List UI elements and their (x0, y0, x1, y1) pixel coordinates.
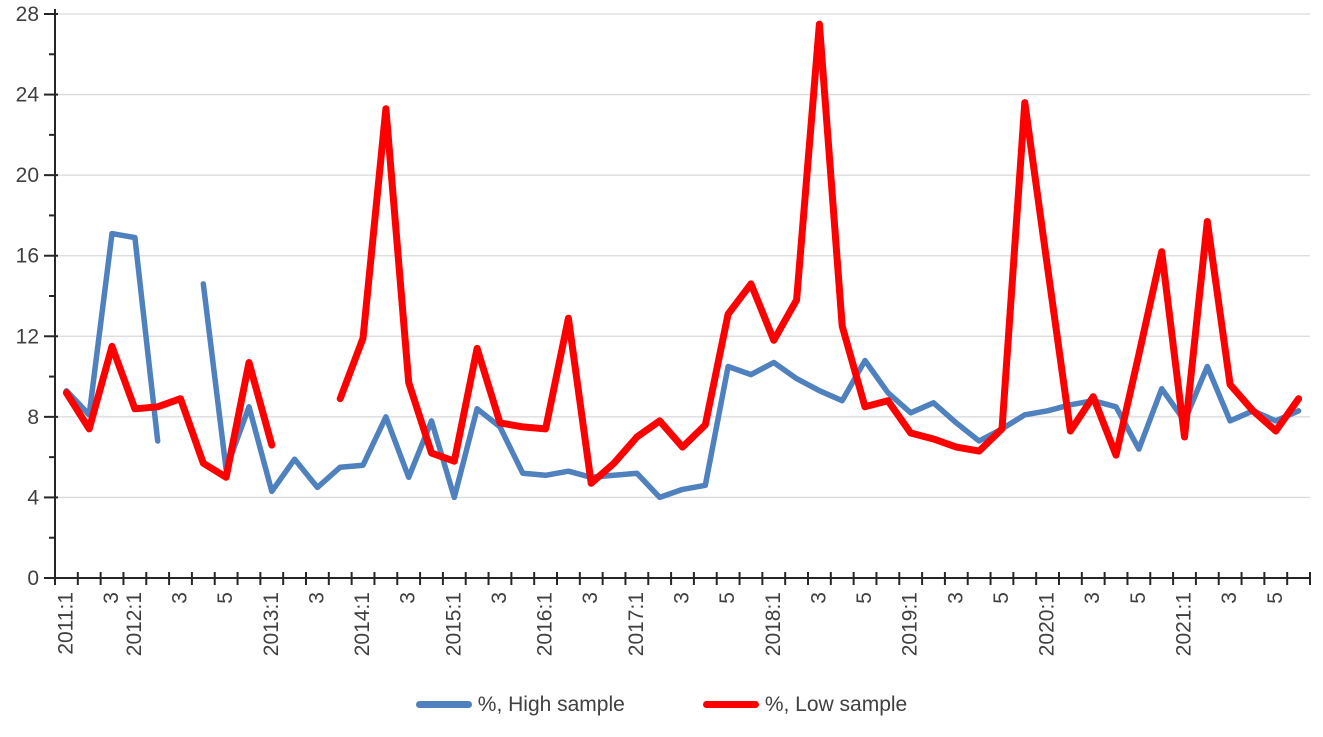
x-axis-tick-label: 3 (579, 592, 602, 604)
y-axis-tick-label: 8 (27, 406, 39, 429)
legend-label-low-sample: %, Low sample (764, 693, 908, 716)
x-axis-tick-label: 3 (100, 592, 123, 604)
x-axis-tick-label: 5 (1264, 592, 1287, 604)
y-axis-tick-label: 12 (16, 325, 39, 348)
x-axis-tick-label: 2016:1 (534, 592, 557, 656)
x-axis-tick-label: 3 (807, 592, 830, 604)
x-axis-tick-label: 3 (305, 592, 328, 604)
x-axis-tick-label: 2015:1 (442, 592, 465, 656)
series-line-high-sample (63, 230, 1302, 501)
x-axis-tick-label: 3 (1081, 592, 1104, 604)
legend-swatch-high-sample-icon (415, 701, 472, 708)
x-axis-tick-label: 2020:1 (1036, 592, 1059, 656)
x-axis-tick-label: 3 (944, 592, 967, 604)
x-axis-tick-label: 3 (671, 592, 694, 604)
x-axis-tick-label: 3 (397, 592, 420, 604)
y-axis-tick-label: 20 (16, 164, 39, 187)
y-axis-tick-label: 16 (16, 245, 39, 268)
x-axis-tick-label: 5 (716, 592, 739, 604)
x-axis-tick-label: 3 (488, 592, 511, 604)
y-axis-tick-label: 0 (27, 567, 39, 590)
legend-item-low-sample: %, Low sample (702, 693, 908, 716)
x-axis-tick-label: 5 (1127, 592, 1150, 604)
x-axis-tick-label: 2014:1 (351, 592, 374, 656)
x-axis-tick-label: 2018:1 (762, 592, 785, 656)
x-axis-tick-label: 5 (990, 592, 1013, 604)
x-axis-tick-label: 2013:1 (260, 592, 283, 656)
x-axis-tick-label: 3 (1218, 592, 1241, 604)
x-axis-tick-label: 2019:1 (899, 592, 922, 656)
x-axis-tick-label: 5 (853, 592, 876, 604)
y-axis-tick-label: 28 (16, 3, 39, 26)
x-axis-tick-label: 3 (169, 592, 192, 604)
legend-label-high-sample: %, High sample (477, 693, 625, 716)
x-axis-tick-label: 2011:1 (54, 592, 77, 655)
chart-legend: %, High sample %, Low sample (0, 694, 1323, 715)
legend-item-high-sample: %, High sample (415, 693, 625, 716)
y-axis-tick-label: 4 (27, 486, 39, 509)
x-axis-tick-label: 2012:1 (123, 592, 146, 656)
series-line-low-sample (62, 20, 1303, 487)
x-axis-tick-label: 2021:1 (1173, 592, 1196, 656)
legend-swatch-low-sample-icon (702, 701, 759, 708)
x-axis-tick-label: 5 (214, 592, 237, 604)
y-axis-tick-label: 24 (16, 84, 40, 107)
x-axis-tick-label: 2017:1 (625, 592, 648, 656)
